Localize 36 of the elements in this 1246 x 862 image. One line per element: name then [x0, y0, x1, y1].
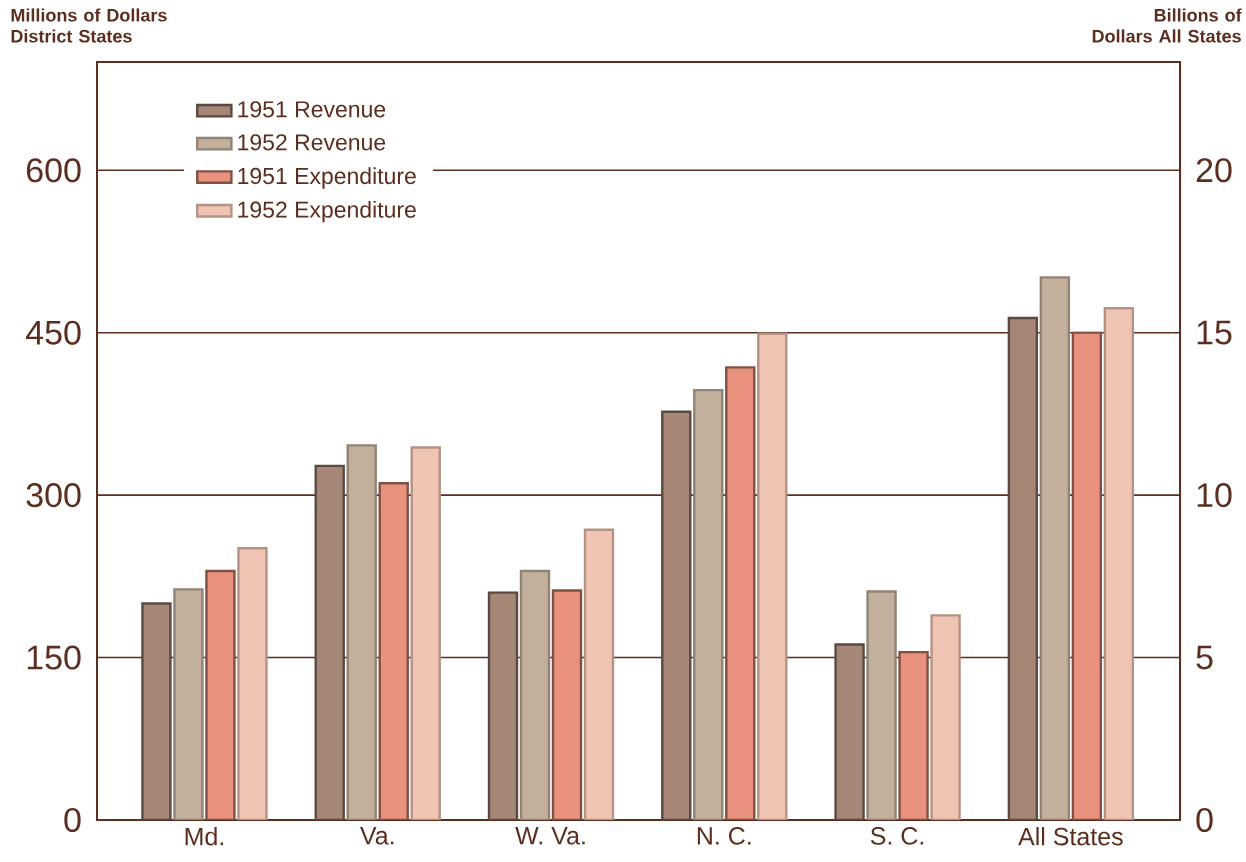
x-tick-label: N. C. — [697, 827, 751, 845]
bar — [898, 650, 929, 820]
x-tick-label: S. C. — [870, 827, 924, 845]
bar — [551, 589, 583, 820]
y2-tick-label: 10 — [1197, 483, 1232, 508]
y-tick-label: 300 — [26, 483, 81, 508]
x-tick-label: Va. — [360, 827, 394, 845]
bar — [205, 569, 236, 820]
legend-label: 1952 Revenue — [238, 134, 386, 151]
legend-label: 1951 Expenditure — [238, 167, 416, 189]
bar — [519, 569, 551, 820]
bar — [661, 410, 692, 820]
y-tick-label: 0 — [64, 807, 81, 833]
x-tick-label: Md. — [185, 827, 223, 846]
bar — [314, 464, 345, 820]
bar — [487, 591, 519, 820]
bar — [378, 482, 409, 820]
y2-tick-label: 15 — [1197, 320, 1232, 345]
y2-axis-title: Billions of Dollars All States — [1092, 8, 1242, 43]
bar — [346, 444, 377, 820]
y-tick-label: 150 — [27, 645, 81, 670]
bar — [757, 332, 788, 820]
y2-tick-label: 20 — [1196, 158, 1232, 183]
bar — [410, 446, 441, 820]
y2-tick-label: 5 — [1196, 645, 1213, 670]
y-tick-label: 450 — [25, 320, 81, 345]
bar — [583, 528, 615, 820]
y2-tick-label: 0 — [1196, 807, 1213, 833]
legend-label: 1952 Expenditure — [238, 200, 416, 223]
x-tick-label: W. Va. — [515, 827, 585, 845]
legend-label: 1951 Revenue — [238, 101, 386, 118]
x-tick-label: All States — [1018, 827, 1123, 846]
bar — [725, 366, 756, 820]
y-axis-title: Millions of Dollars District States — [11, 8, 167, 43]
bar — [693, 388, 724, 820]
y-tick-label: 600 — [26, 158, 81, 183]
